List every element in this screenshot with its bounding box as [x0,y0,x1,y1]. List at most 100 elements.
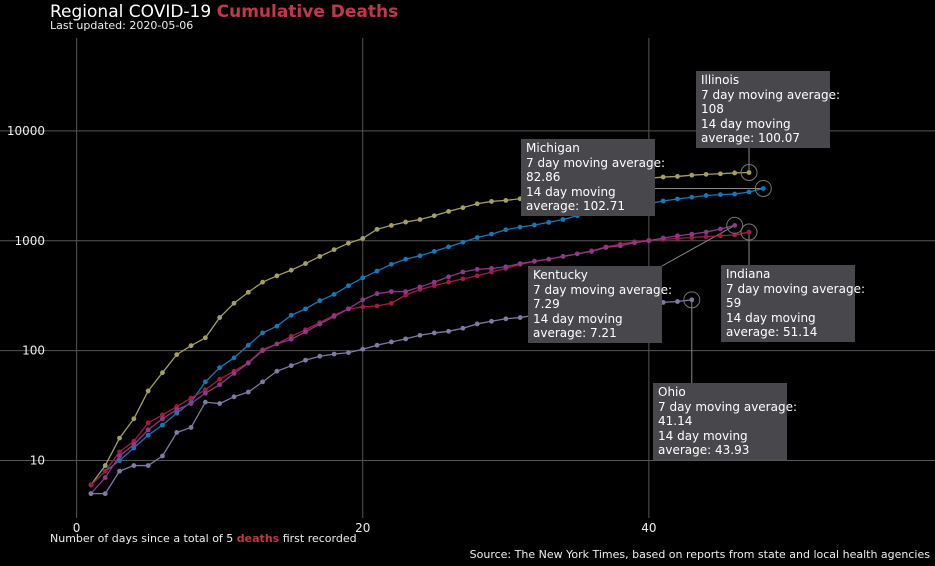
data-point [303,306,308,312]
data-point [532,222,537,228]
data-point [446,279,451,285]
data-point [446,208,451,214]
data-point [746,170,752,175]
data-point [160,453,165,459]
data-point [317,298,323,304]
data-point [202,399,208,405]
data-point [174,352,180,358]
data-point [732,191,738,197]
data-point [217,365,223,371]
data-point [675,233,680,239]
series-end-marker [740,223,758,241]
data-point [732,170,738,176]
data-point [703,193,709,198]
data-point [460,239,466,245]
data-point [489,318,494,324]
data-point [274,273,280,279]
series-line-kentucky [90,224,735,495]
data-point [403,256,409,262]
data-point [560,254,566,259]
tooltip-line: average: 43.93 [658,443,750,457]
data-point [689,194,695,200]
data-point [689,297,695,303]
data-point [417,253,423,259]
x-tick-label: 40 [641,521,656,535]
data-point [202,379,208,385]
data-point [231,355,237,361]
data-point [231,394,237,400]
tooltip-line: average: 100.07 [701,131,800,145]
data-point [274,368,280,374]
data-point [145,463,151,468]
tooltip-line: 7 day moving average: [701,87,841,102]
data-point [417,217,423,222]
tooltip-line: average: 7.21 [533,326,617,340]
tooltip-line: 7 day moving average: [533,282,673,297]
data-point [317,353,323,359]
data-point [188,425,194,430]
data-point [260,348,265,354]
data-point [403,292,409,298]
x-axis-caption-before: Number of days since a total of 5 [50,532,237,545]
data-point [517,315,523,320]
data-point [660,198,666,204]
data-point [288,267,294,273]
data-point [603,245,609,250]
data-point [274,323,280,329]
data-point [217,382,223,388]
data-point [174,407,180,413]
data-point [346,350,351,355]
data-point [174,410,180,416]
data-point [718,171,723,177]
data-point [732,222,738,228]
data-point [689,231,695,237]
chart-title-accent: Cumulative Deaths [216,2,399,22]
data-point [503,227,509,233]
data-point [102,475,108,480]
data-point [718,192,723,198]
data-point [489,266,494,271]
data-point [474,235,480,240]
tooltip-connectors [655,148,764,383]
tooltip-line: 59 [726,296,742,310]
chart-title: Regional COVID-19 Cumulative Deaths [50,2,398,22]
data-point [217,376,223,382]
data-point [489,269,494,275]
data-point [188,395,194,401]
data-point [718,233,723,239]
data-point [489,199,494,204]
data-point [689,235,695,240]
data-point [446,274,451,280]
data-point [117,449,122,455]
tooltip-line: 14 day moving [526,184,616,199]
data-point [675,196,680,202]
data-point [689,172,695,178]
data-point [546,219,552,225]
data-point [202,335,208,341]
data-point [474,273,480,279]
data-point [760,186,766,191]
data-point [703,229,709,235]
tooltip-illinois: Illinois 7 day moving average: 108 14 day m… [696,71,841,148]
data-point [460,269,466,275]
tooltip-state: Michigan [526,141,580,155]
data-point [160,422,165,428]
data-point [131,442,137,447]
data-point [245,289,251,295]
data-point [746,229,752,235]
data-point [489,231,494,237]
data-point [431,213,437,219]
series-end-marker [740,163,758,181]
data-point [388,261,394,267]
tooltip-line: 82.86 [526,170,561,184]
data-point [245,360,251,366]
data-point [131,445,137,451]
data-point [360,275,366,281]
data-point [517,261,523,266]
data-point [102,468,108,474]
data-point [403,289,409,294]
y-tick-label: 1000 [14,234,45,248]
data-point [346,240,351,246]
tooltip-line: 7.29 [533,297,560,311]
data-point [131,416,137,422]
